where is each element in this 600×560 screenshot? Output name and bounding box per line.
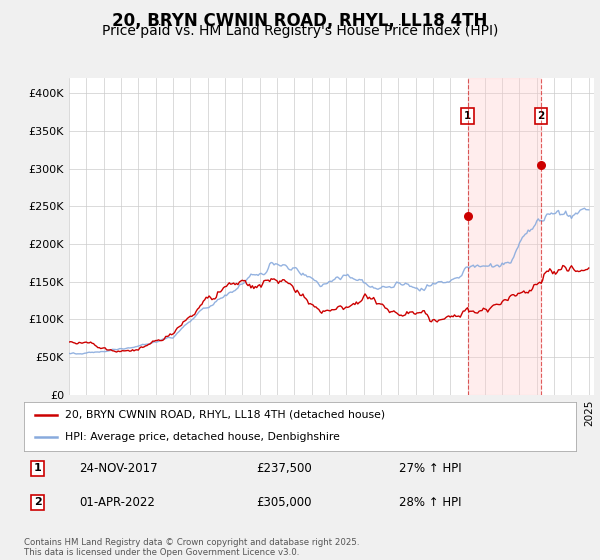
Text: Contains HM Land Registry data © Crown copyright and database right 2025.
This d: Contains HM Land Registry data © Crown c… [24,538,359,557]
Text: 20, BRYN CWNIN ROAD, RHYL, LL18 4TH (detached house): 20, BRYN CWNIN ROAD, RHYL, LL18 4TH (det… [65,410,386,420]
Text: 28% ↑ HPI: 28% ↑ HPI [400,496,462,509]
Bar [467,78,541,395]
Point [463,212,472,221]
Text: £305,000: £305,000 [256,496,311,509]
Text: 24-NOV-2017: 24-NOV-2017 [79,461,158,475]
Text: HPI: Average price, detached house, Denbighshire: HPI: Average price, detached house, Denb… [65,432,340,442]
Text: 1: 1 [34,463,41,473]
Text: 2: 2 [538,111,545,121]
Text: 01-APR-2022: 01-APR-2022 [79,496,155,509]
Text: 1: 1 [464,111,471,121]
Text: 2: 2 [34,497,41,507]
Text: Price paid vs. HM Land Registry's House Price Index (HPI): Price paid vs. HM Land Registry's House … [102,24,498,38]
Text: 20, BRYN CWNIN ROAD, RHYL, LL18 4TH: 20, BRYN CWNIN ROAD, RHYL, LL18 4TH [112,12,488,30]
Text: 27% ↑ HPI: 27% ↑ HPI [400,461,462,475]
Point [536,161,546,170]
Text: £237,500: £237,500 [256,461,311,475]
